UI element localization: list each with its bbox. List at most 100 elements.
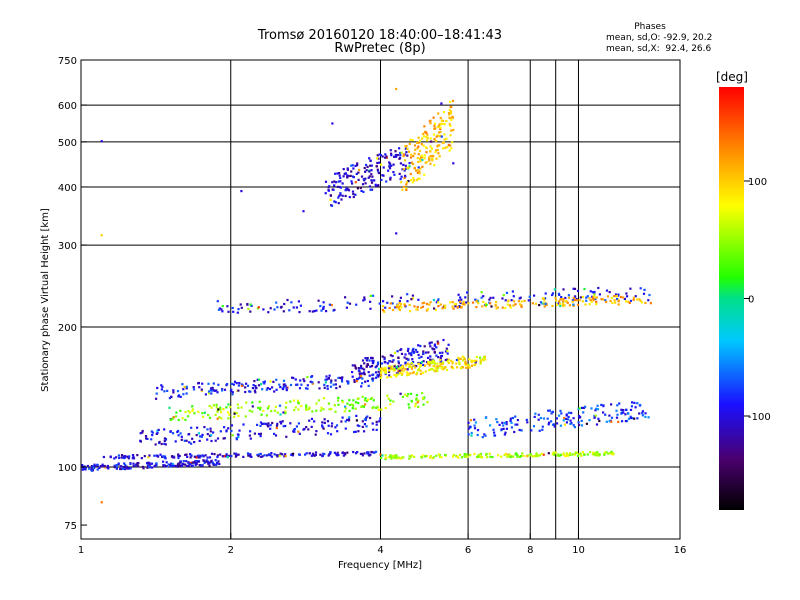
phase-point — [356, 451, 359, 454]
phase-point — [315, 430, 318, 433]
phase-point — [295, 306, 298, 309]
phase-point — [580, 424, 584, 427]
phase-point — [381, 454, 384, 457]
phase-point — [447, 343, 450, 346]
phase-point — [603, 451, 607, 454]
phase-point — [346, 418, 349, 421]
phase-point — [564, 296, 567, 300]
phase-point — [190, 464, 193, 467]
phase-point — [647, 299, 650, 302]
phase-point — [425, 151, 428, 154]
phase-point — [449, 110, 452, 113]
phase-point — [474, 298, 477, 301]
phase-point — [421, 456, 424, 459]
phase-point — [313, 420, 316, 423]
phase-point — [83, 467, 86, 470]
phase-point — [268, 387, 271, 391]
phase-point — [592, 291, 595, 294]
phase-point — [464, 455, 467, 458]
phase-point — [457, 299, 461, 302]
phase-point — [334, 379, 337, 382]
phase-point — [432, 369, 435, 372]
phase-point — [391, 295, 394, 298]
phase-point — [191, 408, 195, 411]
phase-point — [467, 363, 470, 366]
phase-point — [363, 298, 366, 301]
phase-point — [404, 361, 407, 364]
phase-point — [507, 300, 510, 303]
phase-point — [460, 456, 464, 459]
phase-point — [494, 303, 497, 307]
phase-point — [559, 453, 562, 456]
phase-point — [263, 454, 266, 457]
phase-point — [407, 373, 410, 376]
phase-point — [174, 464, 177, 467]
phase-point — [182, 459, 185, 463]
phase-point — [218, 462, 221, 466]
phase-point — [605, 289, 609, 292]
phase-point — [259, 421, 263, 424]
phase-point — [351, 403, 354, 406]
phase-point — [638, 412, 641, 415]
phase-point — [388, 374, 391, 377]
phase-point — [119, 465, 122, 468]
phase-point — [337, 403, 340, 406]
phase-point — [473, 452, 476, 456]
phase-point — [541, 297, 544, 300]
phase-point — [188, 441, 191, 444]
phase-point — [591, 296, 595, 299]
phase-point — [481, 305, 484, 308]
phase-point — [369, 294, 372, 297]
phase-point — [375, 423, 378, 426]
phase-point — [445, 368, 449, 372]
x-tick-label: 8 — [527, 545, 533, 556]
phase-point — [352, 192, 355, 196]
phase-point — [364, 170, 367, 173]
phase-point — [208, 416, 212, 419]
phase-point — [113, 457, 116, 460]
phase-point — [610, 416, 614, 419]
phase-point — [162, 455, 165, 458]
phase-point — [252, 384, 255, 387]
phase-point — [500, 455, 503, 458]
phase-point — [201, 412, 204, 415]
phase-point — [404, 353, 407, 356]
phase-point — [479, 452, 482, 456]
phase-point — [406, 395, 409, 398]
phase-point — [304, 453, 307, 456]
phase-point — [132, 457, 136, 460]
phase-point — [608, 291, 611, 294]
phase-point — [139, 432, 142, 435]
phase-point — [225, 429, 228, 432]
phase-point — [121, 467, 124, 470]
phase-point — [423, 396, 426, 399]
phase-point — [93, 463, 96, 466]
phase-point — [346, 176, 349, 179]
phase-point — [417, 141, 420, 144]
phase-point — [630, 405, 633, 408]
phase-point — [273, 390, 276, 393]
phase-point — [438, 144, 441, 147]
phase-point — [355, 419, 358, 422]
phase-point — [177, 454, 180, 457]
phase-point — [374, 376, 378, 379]
phase-point — [370, 179, 373, 182]
phase-point — [432, 456, 435, 459]
phase-point — [284, 410, 287, 413]
phase-point — [399, 154, 402, 157]
phase-point — [446, 358, 449, 361]
phase-point — [409, 365, 413, 368]
phase-point — [566, 301, 569, 304]
phase-point — [402, 370, 405, 373]
phase-point — [371, 397, 374, 400]
phase-point — [367, 371, 370, 374]
phase-point — [439, 455, 442, 459]
x-tick-label: 1 — [78, 545, 84, 556]
phase-point — [197, 456, 200, 459]
phase-point — [212, 404, 215, 407]
phase-point — [589, 451, 592, 454]
phase-point — [230, 455, 233, 458]
phase-point — [467, 365, 470, 368]
phase-point — [455, 362, 458, 365]
